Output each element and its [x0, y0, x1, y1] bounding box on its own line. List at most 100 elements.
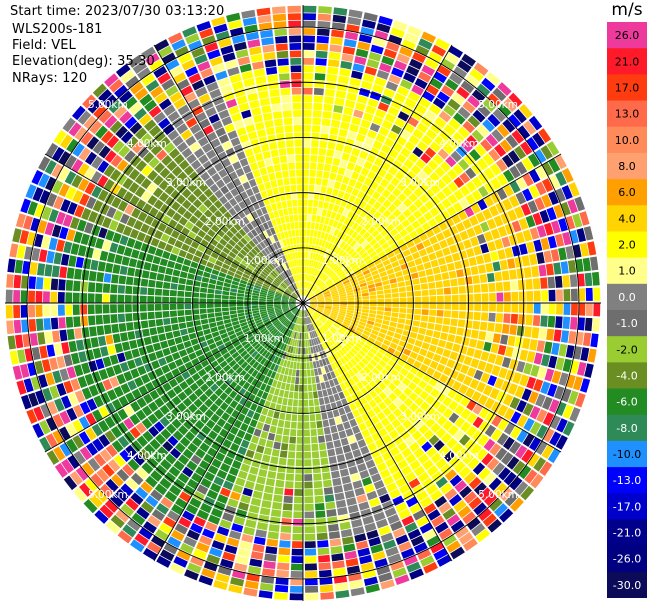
- range-gate: [464, 387, 475, 399]
- range-gate: [263, 281, 271, 287]
- range-gate: [360, 378, 369, 387]
- range-gate: [244, 148, 254, 157]
- range-gate: [117, 200, 129, 212]
- range-gate: [119, 213, 130, 225]
- range-gate: [390, 316, 398, 323]
- range-gate: [414, 257, 423, 266]
- range-gate: [383, 397, 393, 407]
- range-gate: [193, 320, 201, 327]
- range-gate: [317, 300, 325, 303]
- range-gate: [324, 308, 332, 312]
- range-gate: [117, 294, 125, 303]
- range-gate: [78, 351, 88, 363]
- range-gate: [171, 323, 180, 331]
- range-gate: [248, 348, 256, 356]
- range-gate: [321, 358, 327, 366]
- range-gate: [529, 227, 540, 240]
- range-gate: [317, 306, 324, 310]
- range-gate: [219, 519, 232, 530]
- range-gate: [245, 267, 253, 274]
- range-gate: [378, 15, 393, 27]
- range-gate: [256, 389, 264, 398]
- range-gate: [7, 258, 16, 273]
- range-gate: [343, 106, 354, 116]
- range-gate: [440, 482, 453, 495]
- range-gate: [267, 531, 279, 540]
- range-gate: [126, 359, 137, 370]
- range-gate: [184, 361, 194, 370]
- range-gate: [307, 274, 311, 282]
- range-gate: [406, 371, 415, 381]
- range-gate: [306, 369, 311, 377]
- range-gate: [279, 450, 288, 458]
- range-gate: [304, 289, 308, 296]
- range-gate: [414, 407, 425, 418]
- range-gate: [368, 399, 378, 409]
- range-gate: [437, 148, 449, 160]
- range-gate: [66, 366, 77, 379]
- range-gate: [419, 363, 429, 373]
- range-gate: [330, 425, 338, 434]
- range-gate: [416, 333, 425, 342]
- range-gate: [266, 393, 274, 402]
- range-gate: [201, 143, 213, 154]
- range-gate: [383, 315, 391, 321]
- range-gate: [523, 120, 537, 135]
- range-gate: [63, 475, 78, 491]
- range-gate: [260, 289, 268, 294]
- range-gate: [133, 453, 145, 466]
- range-gate: [444, 303, 452, 310]
- range-gate: [312, 466, 321, 474]
- range-gate: [280, 442, 289, 451]
- range-gate: [333, 181, 342, 190]
- range-gate: [303, 377, 308, 385]
- range-gate: [248, 240, 256, 248]
- range-gate: [289, 50, 302, 58]
- range-gate: [396, 135, 407, 147]
- range-gate: [117, 421, 129, 434]
- range-gate: [303, 399, 309, 407]
- range-gate: [135, 422, 147, 434]
- range-gate: [30, 376, 41, 391]
- range-gate: [498, 467, 511, 481]
- range-gate: [93, 453, 107, 467]
- range-gate: [297, 266, 300, 274]
- range-gate: [266, 307, 274, 311]
- range-gate: [157, 265, 167, 274]
- range-gate: [421, 64, 436, 77]
- range-gate: [307, 347, 312, 355]
- range-gate: [289, 300, 296, 302]
- range-gate: [533, 239, 543, 252]
- range-gate: [262, 230, 269, 239]
- range-gate: [398, 313, 406, 319]
- range-gate: [159, 203, 170, 214]
- range-gate: [440, 58, 456, 71]
- range-gate: [235, 330, 244, 337]
- range-gate: [361, 346, 369, 354]
- range-gate: [314, 321, 319, 329]
- range-gate: [413, 447, 425, 459]
- range-gate: [213, 579, 228, 591]
- range-gate: [310, 298, 317, 302]
- range-gate: [398, 508, 411, 520]
- range-gate: [236, 151, 246, 161]
- range-gate: [28, 392, 39, 407]
- range-gate: [312, 252, 316, 260]
- range-gate: [263, 213, 271, 222]
- range-gate: [144, 381, 155, 393]
- range-gate: [323, 341, 329, 349]
- range-gate: [262, 222, 270, 230]
- range-gate: [325, 301, 333, 303]
- range-gate: [333, 228, 340, 237]
- range-gate: [303, 65, 314, 73]
- range-gate: [487, 353, 497, 364]
- range-gate: [277, 555, 290, 563]
- range-gate: [548, 158, 561, 173]
- range-gate: [267, 291, 275, 296]
- range-gate: [147, 226, 157, 237]
- range-gate: [304, 488, 314, 496]
- range-gate: [252, 312, 260, 317]
- range-gate: [407, 381, 417, 391]
- range-gate: [286, 287, 293, 294]
- colorbar-tick-label: 26.0: [615, 29, 640, 42]
